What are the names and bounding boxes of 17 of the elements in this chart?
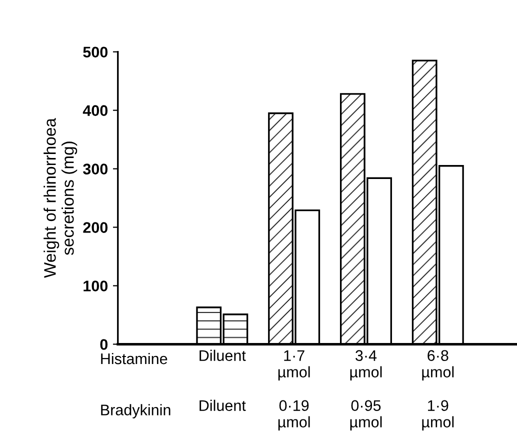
y-tick-label: 200 <box>83 222 108 233</box>
y-tick-label: 500 <box>83 46 108 58</box>
text: 0·95 µmol <box>350 400 382 430</box>
text: 1·9 µmol <box>422 400 454 430</box>
text: Bradykinin <box>101 404 170 418</box>
x-tick-label: 1·7 µmol <box>278 350 310 380</box>
x-tick-label: 3·4 µmol <box>350 350 382 380</box>
y-axis-title: Weight of rhinorrhoea secretions (mg) <box>44 118 78 278</box>
text: Histamine <box>101 352 168 364</box>
y-tick-label: 0 <box>100 339 108 350</box>
text: 0·19 µmol <box>278 400 310 430</box>
y-tick-label: 100 <box>84 280 108 292</box>
text: Diluent <box>200 400 246 411</box>
y-tick-label: 300 <box>83 164 108 174</box>
y-tick-label: 400 <box>82 105 108 116</box>
x-tick-label: 6·8 µmol <box>422 350 454 380</box>
x-tick-label: Diluent <box>200 350 246 361</box>
